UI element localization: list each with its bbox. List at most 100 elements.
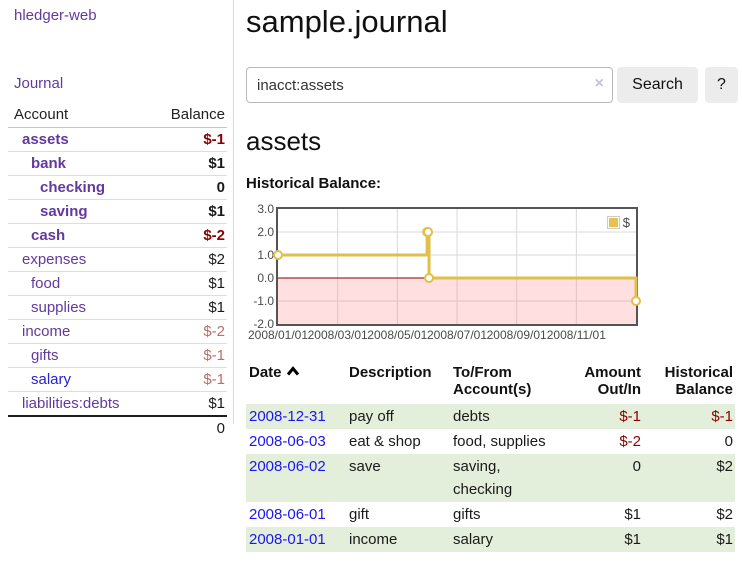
- account-row: gifts $-1: [8, 343, 227, 368]
- register-column-header: Amount Out/In: [584, 364, 641, 398]
- account-link[interactable]: saving: [40, 203, 88, 220]
- transaction-date-link[interactable]: 2008-01-01: [249, 531, 326, 548]
- account-row: cash $-2: [8, 223, 227, 248]
- transaction-date-link[interactable]: 2008-12-31: [249, 408, 326, 425]
- register-table: Date Description To/From Account(s) Amount Ou…: [246, 362, 735, 552]
- transaction-balance: $1: [643, 527, 735, 552]
- register-column-header: Historical Balance: [664, 364, 733, 398]
- account-link[interactable]: liabilities:debts: [22, 395, 120, 412]
- account-row: income $-2: [8, 319, 227, 344]
- account-link[interactable]: salary: [31, 371, 72, 388]
- transaction-date-link[interactable]: 2008-06-01: [249, 506, 326, 523]
- chart-point: [423, 227, 434, 237]
- account-balance: $-1: [148, 367, 227, 392]
- register-column-header: To/From Account(s): [453, 364, 532, 398]
- account-link[interactable]: income: [22, 323, 71, 340]
- transaction-accounts: debts: [450, 404, 556, 429]
- transaction-amount: $1: [556, 527, 643, 552]
- help-button[interactable]: ?: [705, 67, 738, 103]
- x-axis-tick-label: 2008/09/01: [486, 328, 547, 342]
- account-row: salary $-1: [8, 367, 227, 392]
- account-link[interactable]: cash: [31, 227, 66, 244]
- register-column-header: Description: [349, 364, 432, 381]
- transaction-row: 2008-06-02 save saving, checking 0 $2: [246, 454, 735, 502]
- transaction-row: 2008-06-03 eat & shop food, supplies $-2 0: [246, 429, 735, 454]
- transaction-accounts: saving, checking: [450, 454, 556, 502]
- transaction-amount: $-1: [556, 404, 643, 429]
- account-link[interactable]: assets: [22, 131, 69, 148]
- transaction-date-link[interactable]: 2008-06-03: [249, 433, 326, 450]
- accounts-table: Account Balance assets $-1 bank $1 checking 0…: [8, 104, 227, 440]
- account-row: liabilities:debts $1: [8, 391, 227, 417]
- transaction-description: gift: [349, 506, 370, 523]
- account-balance: $-2: [148, 223, 227, 248]
- y-axis-tick-label: 1.0: [257, 248, 274, 262]
- y-axis-tick-label: 3.0: [257, 202, 274, 216]
- transaction-balance: $2: [716, 506, 733, 523]
- transaction-accounts: food, supplies: [453, 433, 546, 450]
- legend-swatch-icon: [606, 216, 620, 229]
- account-link[interactable]: expenses: [22, 251, 87, 268]
- account-balance: 0: [148, 175, 227, 200]
- account-row: expenses $2: [8, 247, 227, 272]
- x-axis-tick-label: 2008/07/01: [426, 328, 488, 342]
- chart-point: [631, 296, 641, 306]
- transaction-description: income: [346, 527, 450, 552]
- x-axis-tick-label: 2008/11/01: [546, 328, 606, 342]
- sidebar-item-journal[interactable]: Journal: [14, 75, 64, 92]
- transaction-balance: 0: [724, 433, 733, 450]
- legend-label: $: [622, 215, 630, 230]
- transaction-balance: $-1: [643, 404, 735, 429]
- historical-balance-chart[interactable]: 3.0 2.0 1.0 0.0 -1.0 -2.0 $ 2008/01/01 2008/03…: [246, 200, 738, 342]
- transaction-date-link[interactable]: 2008-06-02: [249, 458, 326, 475]
- account-link[interactable]: gifts: [31, 347, 59, 364]
- accounts-total-balance: 0: [148, 415, 227, 440]
- y-axis-tick-label: 2.0: [257, 225, 274, 239]
- account-balance: $1: [148, 271, 227, 296]
- search-input[interactable]: [246, 67, 613, 103]
- transaction-amount: $-2: [619, 433, 641, 450]
- chart-point: [424, 273, 435, 283]
- chart-plot-area[interactable]: $: [273, 207, 641, 326]
- account-balance: $-1: [148, 127, 227, 152]
- account-row: bank $1: [8, 151, 227, 176]
- account-balance: $2: [148, 247, 227, 272]
- y-axis-tick-label: -2.0: [253, 317, 274, 331]
- x-axis-tick-label: 2008/05/01: [367, 328, 428, 342]
- accounts-column-header: Account: [8, 104, 149, 128]
- account-row: checking 0: [8, 175, 227, 200]
- chart-point: [273, 250, 283, 260]
- account-link[interactable]: checking: [40, 179, 106, 196]
- transaction-amount: $1: [624, 506, 641, 523]
- transaction-description: save: [346, 454, 450, 502]
- y-axis-tick-label: 0.0: [257, 271, 274, 285]
- account-balance: $1: [148, 391, 227, 417]
- search-form: × Search ?: [246, 67, 738, 103]
- account-heading: assets: [246, 126, 322, 156]
- account-row: food $1: [8, 271, 227, 296]
- transaction-accounts: salary: [450, 527, 556, 552]
- account-balance: $1: [148, 199, 227, 224]
- account-link[interactable]: supplies: [31, 299, 87, 316]
- account-balance: $1: [148, 295, 227, 320]
- account-row: assets $-1: [8, 127, 227, 152]
- account-balance: $1: [148, 151, 227, 176]
- balance-column-header: Balance: [148, 104, 227, 128]
- register-column-header[interactable]: Date: [246, 362, 346, 404]
- sidebar-divider: [233, 0, 234, 424]
- sort-ascending-icon: [286, 366, 299, 376]
- transaction-row: 2008-01-01 income salary $1 $1: [246, 527, 735, 552]
- search-button[interactable]: Search: [617, 67, 698, 103]
- account-link[interactable]: food: [31, 275, 61, 292]
- account-balance: $-1: [148, 343, 227, 368]
- transaction-accounts: gifts: [453, 506, 481, 523]
- chart-legend: $: [604, 214, 632, 231]
- accounts-total-row: 0: [8, 415, 227, 440]
- sidebar: hledger-web Journal Account Balance asse…: [0, 0, 233, 582]
- transaction-balance: $2: [643, 454, 735, 502]
- clear-search-icon[interactable]: ×: [594, 75, 604, 92]
- brand-link[interactable]: hledger-web: [14, 7, 97, 24]
- chart-title: Historical Balance:: [246, 175, 382, 192]
- account-link[interactable]: bank: [31, 155, 67, 172]
- x-axis-tick-label: 2008/01/01: [247, 328, 309, 342]
